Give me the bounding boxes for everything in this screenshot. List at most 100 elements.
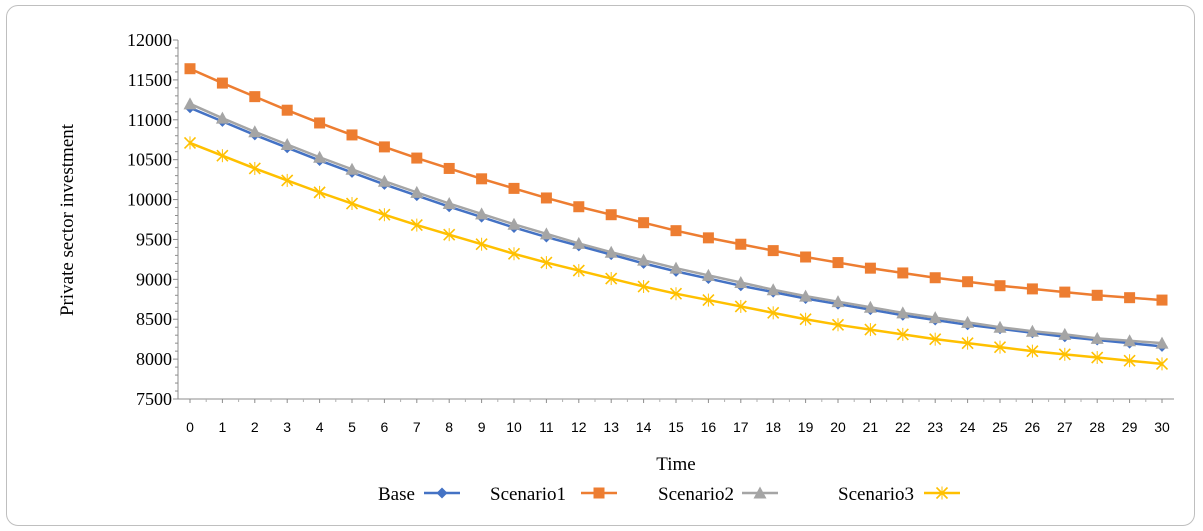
data-point: [411, 152, 423, 164]
x-axis-ticks: 0 1 2 3 4 5 6 7 8 9 10 11 12 13 14 15 16 17 18 19 20 21 22 23 24…: [186, 419, 1170, 435]
x-tick-label: 6: [381, 419, 389, 435]
x-tick-label: 13: [603, 419, 619, 435]
y-axis-ticks: 7500 8000 8500 9000 9500 10000 10500 11000 11500…: [127, 30, 172, 409]
data-point: [345, 162, 359, 175]
data-point: [896, 327, 909, 341]
data-point: [184, 63, 196, 75]
data-point: [896, 306, 910, 319]
data-point: [637, 280, 650, 294]
data-point: [961, 315, 975, 328]
legend-item-scenario1: Scenario1: [490, 484, 617, 505]
data-point: [637, 253, 651, 266]
data-point: [183, 136, 197, 150]
data-point: [863, 300, 877, 313]
x-tick-label: 16: [701, 419, 717, 435]
data-point: [1025, 324, 1039, 337]
x-tick-label: 18: [765, 419, 781, 435]
data-point: [248, 161, 261, 175]
data-point: [800, 251, 812, 263]
data-point: [1091, 289, 1103, 301]
data-point: [216, 149, 229, 163]
data-point: [281, 173, 294, 187]
data-point: [604, 245, 618, 258]
data-point: [540, 192, 552, 204]
data-point: [929, 272, 941, 284]
data-point: [507, 217, 521, 230]
axes: [173, 39, 1174, 403]
y-tick-label: 10500: [127, 150, 172, 170]
legend-label: Scenario3: [838, 484, 914, 505]
legend-label: Scenario1: [490, 484, 566, 505]
data-point: [1155, 336, 1169, 349]
x-tick-label: 9: [478, 419, 486, 435]
data-point: [443, 228, 456, 242]
y-tick-label: 9000: [136, 269, 172, 289]
data-point: [929, 332, 942, 346]
data-point: [734, 276, 748, 289]
x-tick-label: 25: [992, 419, 1008, 435]
x-tick-label: 4: [316, 419, 324, 435]
y-tick-label: 8000: [136, 349, 172, 369]
data-point: [216, 77, 228, 89]
data-point: [767, 245, 779, 257]
series-line: [189, 102, 1163, 345]
data-point: [539, 227, 553, 240]
data-point: [313, 150, 327, 163]
data-point: [249, 91, 261, 103]
data-point: [994, 280, 1006, 292]
x-tick-label: 27: [1057, 419, 1073, 435]
data-point: [734, 299, 747, 313]
data-point: [1123, 354, 1136, 368]
data-point: [507, 247, 521, 261]
data-point: [701, 268, 715, 281]
data-point: [1058, 327, 1072, 340]
x-tick-label: 11: [539, 419, 554, 435]
data-point: [475, 207, 489, 220]
data-point: [1026, 344, 1039, 358]
y-tick-label: 11000: [128, 110, 172, 130]
x-tick-label: 22: [895, 419, 911, 435]
data-point: [799, 289, 813, 302]
legend-item-base: Base: [378, 484, 460, 505]
data-point: [1123, 334, 1137, 347]
data-point: [605, 209, 617, 221]
x-tick-label: 28: [1089, 419, 1105, 435]
data-point: [346, 129, 358, 141]
data-point: [669, 261, 683, 274]
x-tick-label: 20: [830, 419, 846, 435]
data-point: [735, 238, 747, 250]
data-point: [638, 217, 650, 229]
data-point: [378, 141, 390, 153]
series-layer: [183, 63, 1169, 371]
x-tick-label: 2: [251, 419, 259, 435]
data-point: [605, 272, 618, 286]
data-point: [573, 201, 585, 213]
data-point: [864, 323, 877, 337]
series-scenario2: [183, 97, 1169, 349]
data-point: [572, 236, 586, 249]
legend-item-scenario3: Scenario3: [838, 484, 960, 505]
x-tick-label: 26: [1025, 419, 1041, 435]
data-point: [313, 185, 326, 199]
data-point: [183, 97, 197, 110]
y-tick-label: 9500: [136, 229, 172, 249]
x-tick-label: 5: [348, 419, 356, 435]
x-tick-label: 24: [960, 419, 976, 435]
data-point: [1058, 347, 1071, 361]
data-point: [993, 320, 1007, 333]
data-point: [928, 311, 942, 324]
data-point: [766, 283, 780, 296]
data-point: [1156, 294, 1168, 306]
data-point: [1155, 357, 1169, 371]
x-tick-label: 10: [506, 419, 522, 435]
legend-label: Scenario2: [658, 484, 734, 505]
data-point: [897, 267, 909, 279]
x-tick-label: 14: [636, 419, 652, 435]
y-tick-label: 8500: [136, 309, 172, 329]
x-tick-label: 19: [798, 419, 814, 435]
series-scenario1: [184, 63, 1168, 306]
data-point: [476, 173, 488, 185]
data-point: [702, 232, 714, 244]
legend-swatch-marker: [436, 487, 448, 499]
